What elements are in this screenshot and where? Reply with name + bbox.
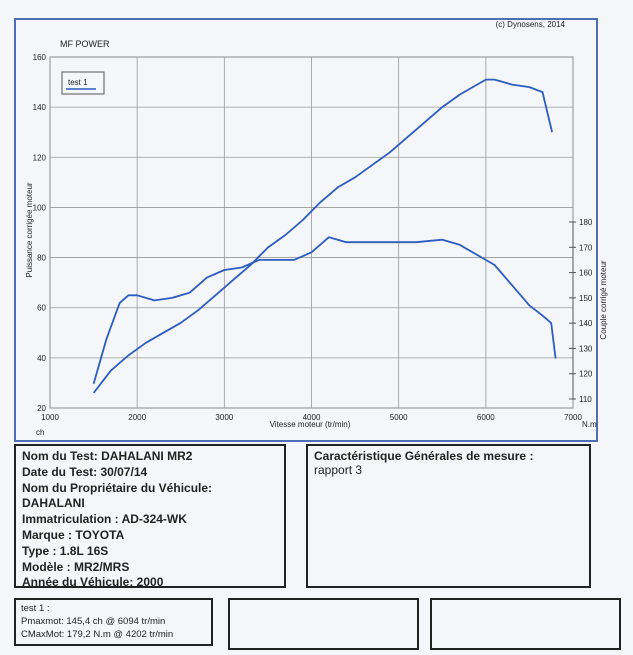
x-tick-label: 6000 <box>477 413 495 422</box>
y-tick-label-left: 20 <box>37 404 46 413</box>
x-axis-label: Vitesse moteur (tr/min) <box>270 420 351 429</box>
dyno-chart: MF POWER (c) Dynosens, 2014 test 1 1000 2… <box>25 20 608 437</box>
copyright: (c) Dynosens, 2014 <box>496 20 566 29</box>
x-tick-label: 4000 <box>303 413 321 422</box>
x-tick-label: 2000 <box>128 413 146 422</box>
x-unit-right: N.m <box>582 420 597 429</box>
x-tick-label: 5000 <box>390 413 408 422</box>
y-tick-label-left: 60 <box>37 304 46 313</box>
max-power: Pmaxmot: 145,4 ch @ 6094 tr/min <box>21 616 166 627</box>
y-tick-label-right: 180 <box>579 218 593 227</box>
y-tick-label-right: 150 <box>579 294 593 303</box>
grid <box>49 56 576 409</box>
y-tick-label-right: 170 <box>579 243 593 252</box>
y-tick-label-left: 140 <box>33 103 47 112</box>
tick-labels: 1000 2000 3000 4000 5000 6000 7000 20 40 60 80 100 1… <box>33 53 593 422</box>
empty-box-2 <box>228 598 419 650</box>
y-tick-label-left: 40 <box>37 354 46 363</box>
y-tick-label-right: 140 <box>579 319 593 328</box>
series-torque-line <box>92 236 557 385</box>
vehicle-type: Type : 1.8L 16S <box>22 543 109 558</box>
model: Modèle : MR2/MRS <box>22 559 130 574</box>
registration: Immatriculation : AD-324-WK <box>22 512 187 527</box>
max-torque: CMaxMot: 179,2 N.m @ 4202 tr/min <box>21 629 174 640</box>
chart-title: MF POWER <box>60 39 110 49</box>
characteristics-value: rapport 3 <box>314 463 363 477</box>
vehicle-info-box: Nom du Test: DAHALANI MR2 Date du Test: … <box>14 444 286 590</box>
y-tick-label-right: 110 <box>579 395 592 404</box>
results-box: test 1 : Pmaxmot: 145,4 ch @ 6094 tr/min… <box>14 598 213 646</box>
brand: Marque : TOYOTA <box>22 527 125 542</box>
curves <box>92 78 557 394</box>
characteristics-box: Caractéristique Générales de mesure : ra… <box>306 444 591 588</box>
owner-label: Nom du Propriétaire du Véhicule: <box>22 480 213 495</box>
y-tick-label-left: 160 <box>33 53 47 62</box>
x-unit-left: ch <box>36 428 44 437</box>
x-tick-label: 7000 <box>564 413 582 422</box>
characteristics-title: Caractéristique Générales de mesure : <box>314 449 534 463</box>
y-tick-label-left: 80 <box>37 254 46 263</box>
legend-label: test 1 <box>68 78 88 87</box>
test-name: Nom du Test: DAHALANI MR2 <box>22 449 193 463</box>
x-tick-label: 3000 <box>215 413 233 422</box>
owner-name: DAHALANI <box>22 496 85 511</box>
y-tick-label-right: 160 <box>579 269 593 278</box>
y-tick-label-left: 100 <box>33 203 47 212</box>
chart-frame <box>14 18 598 442</box>
x-tick-label: 1000 <box>41 413 59 422</box>
series-power-line <box>92 78 553 394</box>
vehicle-year: Année du Véhicule: 2000 <box>22 575 164 590</box>
y-tick-label-right: 130 <box>579 344 593 353</box>
test-date: Date du Test: 30/07/14 <box>22 464 148 479</box>
results-title: test 1 : <box>21 603 50 614</box>
y-axis-label-right: Couple corrigé moteur <box>599 260 608 339</box>
y-tick-label-left: 120 <box>33 153 47 162</box>
y-axis-label-left: Puissance corrigée moteur <box>25 182 34 277</box>
empty-box-3 <box>430 598 621 650</box>
y-tick-label-right: 120 <box>579 370 593 379</box>
